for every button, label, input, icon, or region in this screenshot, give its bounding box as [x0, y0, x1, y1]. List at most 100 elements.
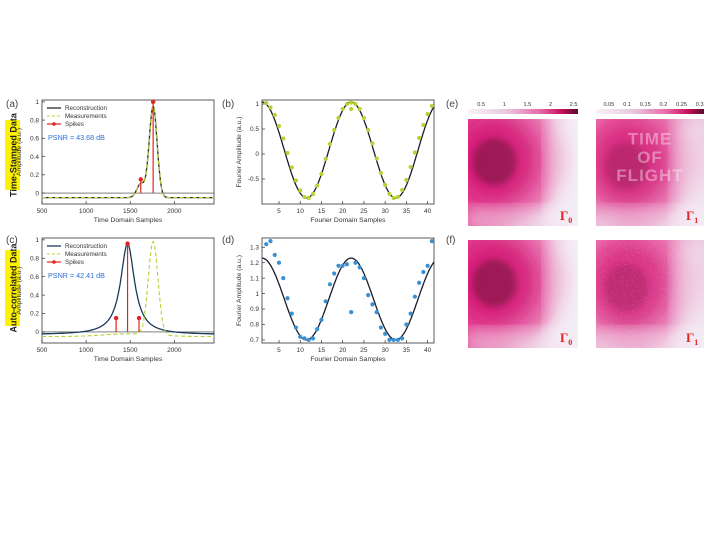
- chart-d-ytick-label: 1.2: [250, 260, 259, 267]
- chart-d-data-point: [323, 299, 328, 304]
- chart-d-data-point: [353, 260, 358, 265]
- row-label-top: Time-Stamped Data: [5, 112, 20, 197]
- chart-b-data-point: [425, 111, 430, 117]
- map-e1-colorbar-tick: 0.05: [604, 102, 615, 108]
- chart-d-data-point: [429, 238, 434, 244]
- chart-d-data-point: [289, 311, 294, 316]
- chart-a-legend-label-1: Measurements: [65, 113, 107, 120]
- map-f1-gamma-subscript: 1: [694, 338, 698, 347]
- chart-b-xtick-label: 20: [339, 208, 347, 215]
- chart-d-ytick-label: 0.9: [250, 306, 259, 313]
- map-e1-colorbar: [596, 109, 704, 114]
- chart-b-data-point: [302, 194, 307, 200]
- chart-b-xtick-label: 5: [277, 208, 281, 215]
- chart-b-xtick-label: 25: [360, 208, 368, 215]
- chart-d-data-point: [378, 325, 384, 330]
- chart-b-data-point: [378, 170, 384, 176]
- chart-c-legend-label-1: Measurements: [65, 251, 107, 258]
- chart-b-data-point: [370, 141, 375, 146]
- chart-d-data-point: [336, 263, 341, 268]
- chart-b-fourier-time-stamped: 5 10 15 20 25 30 35 40 -0.5 0 0.5 1 Fourier Domain S…: [236, 99, 435, 224]
- map-e1-colorbar-tick: 0.2: [660, 102, 668, 108]
- chart-d-data-point: [387, 337, 392, 343]
- chart-b-data-point: [417, 135, 422, 141]
- panel-label-f: (f): [446, 235, 455, 246]
- chart-b-data-point: [400, 187, 405, 193]
- chart-d-xtick-label: 35: [403, 347, 411, 354]
- chart-b-axes-frame: [261, 99, 435, 205]
- chart-b-data-point: [289, 165, 294, 170]
- chart-b-data-point: [264, 100, 269, 106]
- chart-d-data-point: [383, 331, 388, 336]
- chart-a-ytick-label: 1: [35, 99, 39, 106]
- chart-b-data-point: [310, 191, 316, 197]
- chart-d-data-point: [344, 262, 350, 267]
- chart-d-xtick-label: 10: [297, 347, 305, 354]
- chart-a-xtick-label: 1500: [123, 208, 138, 215]
- chart-b-data-point: [281, 136, 286, 141]
- chart-b-data-point: [357, 106, 362, 112]
- chart-c-ytick-label: 0: [35, 329, 39, 336]
- chart-c-xlabel: Time Domain Samples: [94, 356, 163, 363]
- chart-d-ytick-label: 1.3: [250, 244, 259, 251]
- chart-b-data-point: [268, 105, 273, 110]
- chart-d-data-point: [366, 293, 371, 298]
- chart-b-fit-line: [261, 101, 435, 199]
- chart-b-data-point: [285, 150, 290, 156]
- chart-b-xlabel: Fourier Domain Samples: [310, 217, 386, 224]
- chart-d-ytick-label: 1: [255, 291, 259, 298]
- chart-b-data-point: [429, 103, 434, 109]
- chart-d-data-point: [310, 336, 316, 341]
- chart-c-ytick-label: 0.8: [30, 255, 39, 262]
- chart-b-ytick-label: 1: [255, 101, 259, 108]
- chart-d-data-point: [370, 302, 375, 307]
- chart-d-xtick-label: 5: [277, 347, 281, 354]
- chart-b-data-point: [315, 183, 320, 188]
- chart-a-psnr-annotation: PSNR = 43.68 dB: [48, 133, 105, 142]
- chart-d-data-point: [391, 337, 396, 343]
- chart-d-axes-frame: [261, 237, 435, 344]
- chart-d-data-point: [264, 242, 269, 247]
- panel-label-e: (e): [446, 99, 458, 110]
- chart-b-data-point: [366, 127, 371, 133]
- chart-a-legend-label-2: Spikes: [65, 121, 84, 128]
- chart-d-data-point: [412, 294, 417, 299]
- chart-a-ytick-label: 0.4: [30, 154, 39, 161]
- map-f1-image: [596, 240, 704, 348]
- chart-d-data-point: [349, 310, 354, 315]
- chart-b-ytick-label: -0.5: [248, 176, 260, 183]
- chart-a-axes-frame: [41, 99, 215, 205]
- map-e0-core: [472, 138, 517, 186]
- chart-d-xlabel: Fourier Domain Samples: [310, 356, 386, 363]
- map-e1-gamma-subscript: 1: [694, 216, 698, 225]
- chart-b-data-point: [276, 123, 282, 129]
- chart-b-data-point: [306, 195, 311, 201]
- chart-c-spike-point: [113, 315, 119, 321]
- chart-c-ylabel: Amplitude (a.u.): [16, 267, 23, 315]
- chart-a-spike-point: [150, 99, 156, 105]
- map-f1-speckle-noise: [596, 240, 704, 348]
- panel-label-d: (d): [222, 235, 234, 246]
- chart-c-xtick-label: 1000: [79, 347, 94, 354]
- chart-d-ytick-label: 0.8: [250, 322, 259, 329]
- chart-b-data-point: [336, 115, 341, 121]
- chart-d-xtick-label: 25: [360, 347, 368, 354]
- chart-c-ytick-label: 0.6: [30, 274, 39, 281]
- chart-c-spike-point: [125, 241, 130, 246]
- map-e1-core: [604, 142, 648, 190]
- chart-b-data-point: [272, 112, 277, 118]
- chart-c-xtick-label: 1500: [123, 347, 138, 354]
- chart-d-data-point: [293, 325, 299, 330]
- chart-a-legend-swatch-spikes-dot: [52, 122, 56, 126]
- map-f0-gamma-subscript: 0: [568, 338, 572, 347]
- chart-d-data-point: [315, 327, 320, 332]
- chart-b-data-point: [332, 127, 337, 133]
- map-f0-core: [472, 259, 517, 307]
- row-label-top-text: Time-Stamped Data: [9, 112, 19, 197]
- chart-d-data-point: [268, 238, 273, 244]
- chart-d-data-point: [361, 276, 367, 281]
- chart-b-data-point: [383, 182, 388, 188]
- map-e0-colorbar-tick: 2: [549, 102, 552, 108]
